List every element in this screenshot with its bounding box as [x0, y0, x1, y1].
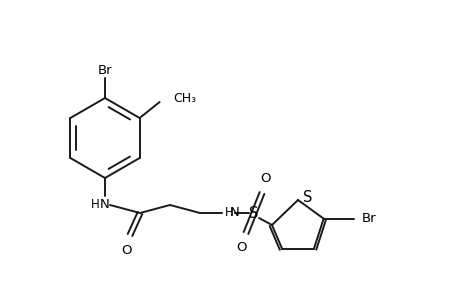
- Text: N: N: [230, 206, 239, 218]
- Text: S: S: [302, 190, 312, 205]
- Text: O: O: [236, 241, 247, 254]
- Text: O: O: [122, 244, 132, 257]
- Text: Br: Br: [361, 212, 375, 225]
- Text: H: H: [91, 199, 100, 212]
- Text: N: N: [100, 199, 110, 212]
- Text: H: H: [224, 206, 233, 218]
- Text: Br: Br: [97, 64, 112, 76]
- Text: CH₃: CH₃: [173, 92, 196, 104]
- Text: S: S: [249, 206, 258, 220]
- Text: O: O: [260, 172, 271, 185]
